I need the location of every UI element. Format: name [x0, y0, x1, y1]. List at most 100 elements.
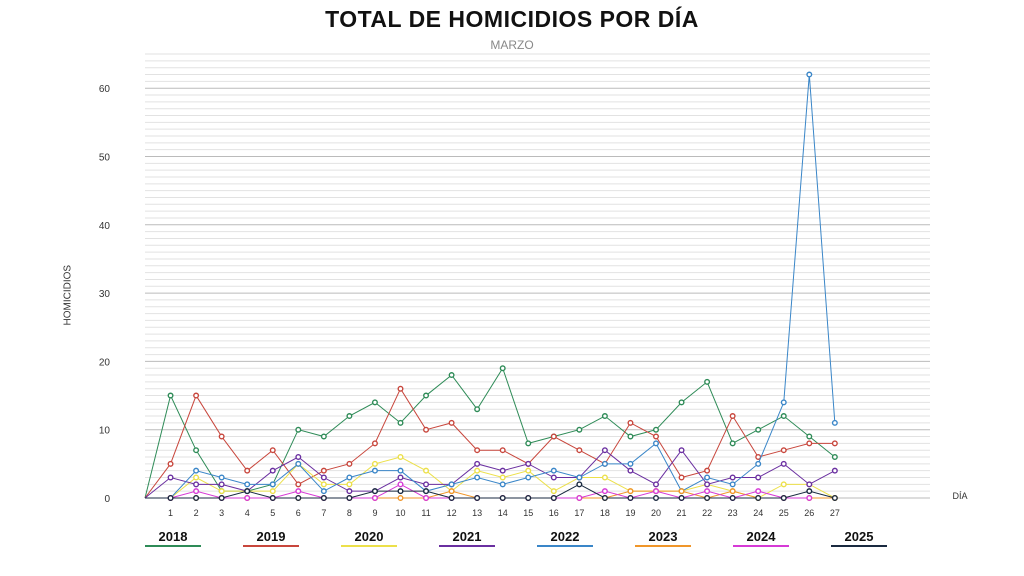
data-point: [831, 495, 838, 502]
data-point: [474, 495, 481, 502]
data-point: [704, 488, 711, 495]
data-point: [320, 495, 327, 502]
x-tick-label: 20: [651, 508, 661, 518]
data-point: [729, 488, 736, 495]
data-point: [448, 419, 455, 426]
data-point: [653, 481, 660, 488]
x-tick-label: 16: [549, 508, 559, 518]
data-point: [193, 474, 200, 481]
data-point: [423, 467, 430, 474]
data-point: [678, 495, 685, 502]
data-point: [295, 481, 302, 488]
data-point: [780, 481, 787, 488]
data-point: [218, 433, 225, 440]
data-point: [678, 488, 685, 495]
data-point: [167, 392, 174, 399]
legend-label: 2025: [845, 529, 874, 544]
x-tick-label: 27: [830, 508, 840, 518]
data-point: [193, 392, 200, 399]
data-point: [550, 433, 557, 440]
data-point: [397, 454, 404, 461]
data-point: [320, 467, 327, 474]
data-point: [269, 481, 276, 488]
data-point: [423, 488, 430, 495]
x-tick-label: 7: [321, 508, 326, 518]
data-point: [550, 474, 557, 481]
data-point: [601, 413, 608, 420]
data-point: [601, 460, 608, 467]
data-point: [601, 495, 608, 502]
data-point: [269, 495, 276, 502]
data-point: [346, 495, 353, 502]
data-point: [269, 467, 276, 474]
data-point: [397, 495, 404, 502]
data-point: [831, 419, 838, 426]
x-tick-label: 21: [677, 508, 687, 518]
data-point: [423, 481, 430, 488]
x-tick-label: 14: [498, 508, 508, 518]
series-line: [145, 456, 836, 499]
data-point: [474, 460, 481, 467]
data-point: [704, 378, 711, 385]
data-point: [346, 488, 353, 495]
data-point: [295, 495, 302, 502]
data-point: [499, 474, 506, 481]
x-tick-label: 22: [702, 508, 712, 518]
data-point: [499, 447, 506, 454]
data-point: [755, 495, 762, 502]
data-point: [601, 447, 608, 454]
data-point: [627, 419, 634, 426]
data-point: [755, 454, 762, 461]
data-point: [704, 467, 711, 474]
data-point: [627, 467, 634, 474]
x-tick-label: 15: [523, 508, 533, 518]
data-point: [167, 495, 174, 502]
series-2021: [144, 447, 838, 499]
data-point: [678, 447, 685, 454]
x-tick-label: 25: [779, 508, 789, 518]
series-line: [144, 387, 835, 499]
data-point: [576, 426, 583, 433]
data-point: [193, 447, 200, 454]
data-point: [269, 447, 276, 454]
data-point: [704, 474, 711, 481]
data-point: [806, 433, 813, 440]
data-point: [499, 481, 506, 488]
data-point: [397, 481, 404, 488]
chart-subtitle: MARZO: [490, 38, 534, 52]
data-point: [755, 460, 762, 467]
data-point: [627, 495, 634, 502]
data-point: [320, 433, 327, 440]
data-point: [653, 433, 660, 440]
data-point: [576, 474, 583, 481]
x-tick-label: 24: [753, 508, 763, 518]
legend-label: 2021: [453, 529, 482, 544]
legend-label: 2022: [551, 529, 580, 544]
data-point: [397, 474, 404, 481]
data-point: [474, 447, 481, 454]
data-point: [244, 467, 251, 474]
data-point: [653, 426, 660, 433]
x-tick-label: 6: [296, 508, 301, 518]
data-point: [244, 481, 251, 488]
x-tick-label: 12: [447, 508, 457, 518]
data-point: [371, 467, 378, 474]
data-point: [806, 440, 813, 447]
data-point: [218, 481, 225, 488]
data-point: [474, 467, 481, 474]
data-point: [525, 460, 532, 467]
x-tick-label: 4: [245, 508, 250, 518]
legend-label: 2023: [649, 529, 678, 544]
data-point: [755, 426, 762, 433]
data-point: [806, 488, 813, 495]
data-point: [193, 481, 200, 488]
data-point: [601, 474, 608, 481]
data-point: [627, 433, 634, 440]
y-tick-label: 20: [99, 357, 111, 368]
data-point: [269, 488, 276, 495]
data-point: [397, 488, 404, 495]
data-point: [780, 399, 787, 406]
chart-title: TOTAL DE HOMICIDIOS POR DÍA: [325, 6, 699, 32]
data-point: [448, 488, 455, 495]
